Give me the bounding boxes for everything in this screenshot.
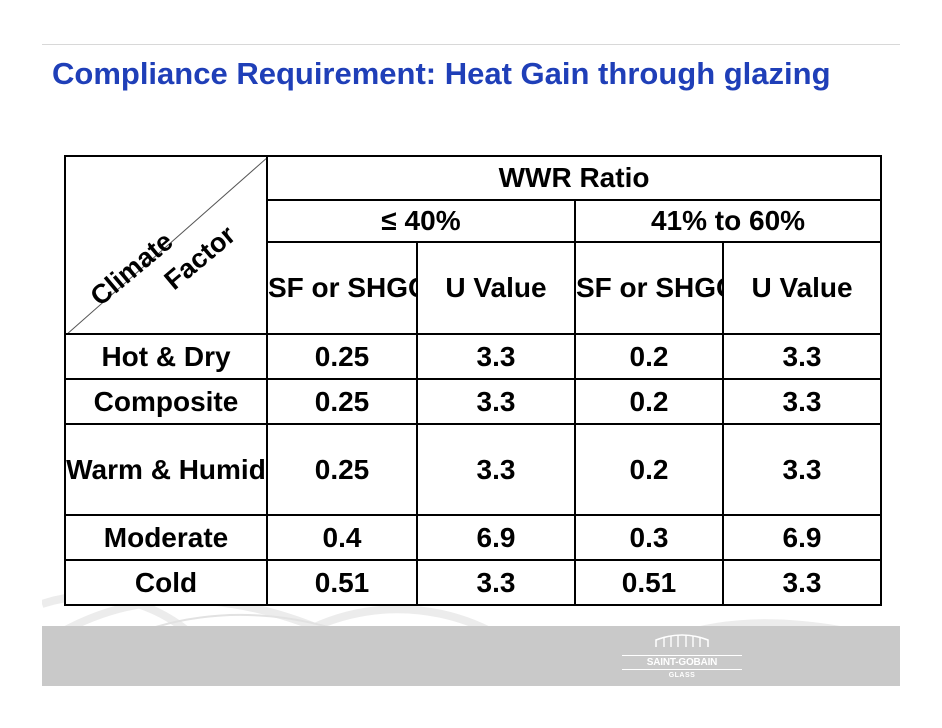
table-row: Composite 0.25 3.3 0.2 3.3 <box>64 378 883 425</box>
row-label-cell: Hot & Dry <box>64 333 268 380</box>
footer-band <box>42 626 900 686</box>
value-cell: 0.25 <box>266 333 418 380</box>
value-cell: 0.51 <box>574 559 724 606</box>
value-cell: 0.4 <box>266 514 418 561</box>
value-cell: 3.3 <box>416 559 576 606</box>
value-cell: 6.9 <box>721 514 883 561</box>
row-label-cell: Warm & Humid <box>64 423 268 516</box>
column-header-cell: U Value <box>721 241 883 335</box>
row-label-cell: Cold <box>64 559 268 606</box>
value-cell: 3.3 <box>416 333 576 380</box>
column-header-cell: U Value <box>416 241 576 335</box>
value-cell: 3.3 <box>416 423 576 516</box>
corner-col-label: Factor <box>159 219 242 295</box>
row-label-cell: Moderate <box>64 514 268 561</box>
corner-diagonal: Climate Factor <box>68 158 265 332</box>
value-cell: 6.9 <box>416 514 576 561</box>
group-header-cell: WWR Ratio <box>265 155 883 201</box>
subgroup-header-cell: ≤ 40% <box>266 199 576 243</box>
slide: Compliance Requirement: Heat Gain throug… <box>42 44 900 686</box>
value-cell: 0.2 <box>574 333 724 380</box>
building-icon <box>655 634 709 647</box>
table-row: Cold 0.51 3.3 0.51 3.3 <box>64 559 883 606</box>
table-row: Hot & Dry 0.25 3.3 0.2 3.3 <box>64 333 883 380</box>
value-cell: 3.3 <box>416 378 576 425</box>
value-cell: 0.51 <box>266 559 418 606</box>
subgroup-header-cell: 41% to 60% <box>573 199 883 243</box>
column-header-cell: SF or SHGC <box>266 241 418 335</box>
slide-title: Compliance Requirement: Heat Gain throug… <box>52 56 831 91</box>
column-header-cell: SF or SHGC <box>574 241 724 335</box>
table-row: Moderate 0.4 6.9 0.3 6.9 <box>64 514 883 561</box>
value-cell: 0.25 <box>266 378 418 425</box>
saint-gobain-logo: SAINT-GOBAIN GLASS <box>622 632 742 682</box>
top-rule <box>42 44 900 45</box>
logo-subtitle: GLASS <box>668 672 696 679</box>
value-cell: 0.25 <box>266 423 418 516</box>
row-label-cell: Composite <box>64 378 268 425</box>
value-cell: 3.3 <box>721 559 883 606</box>
corner-header-cell: Climate Factor <box>64 155 268 335</box>
value-cell: 3.3 <box>721 378 883 425</box>
value-cell: 0.3 <box>574 514 724 561</box>
value-cell: 3.3 <box>721 333 883 380</box>
value-cell: 0.2 <box>574 423 724 516</box>
value-cell: 0.2 <box>574 378 724 425</box>
value-cell: 3.3 <box>721 423 883 516</box>
logo-name: SAINT-GOBAIN <box>622 655 742 670</box>
compliance-table: Climate Factor WWR Ratio ≤ 40% 41% to 60… <box>64 155 883 606</box>
table-row: Warm & Humid 0.25 3.3 0.2 3.3 <box>64 423 883 516</box>
